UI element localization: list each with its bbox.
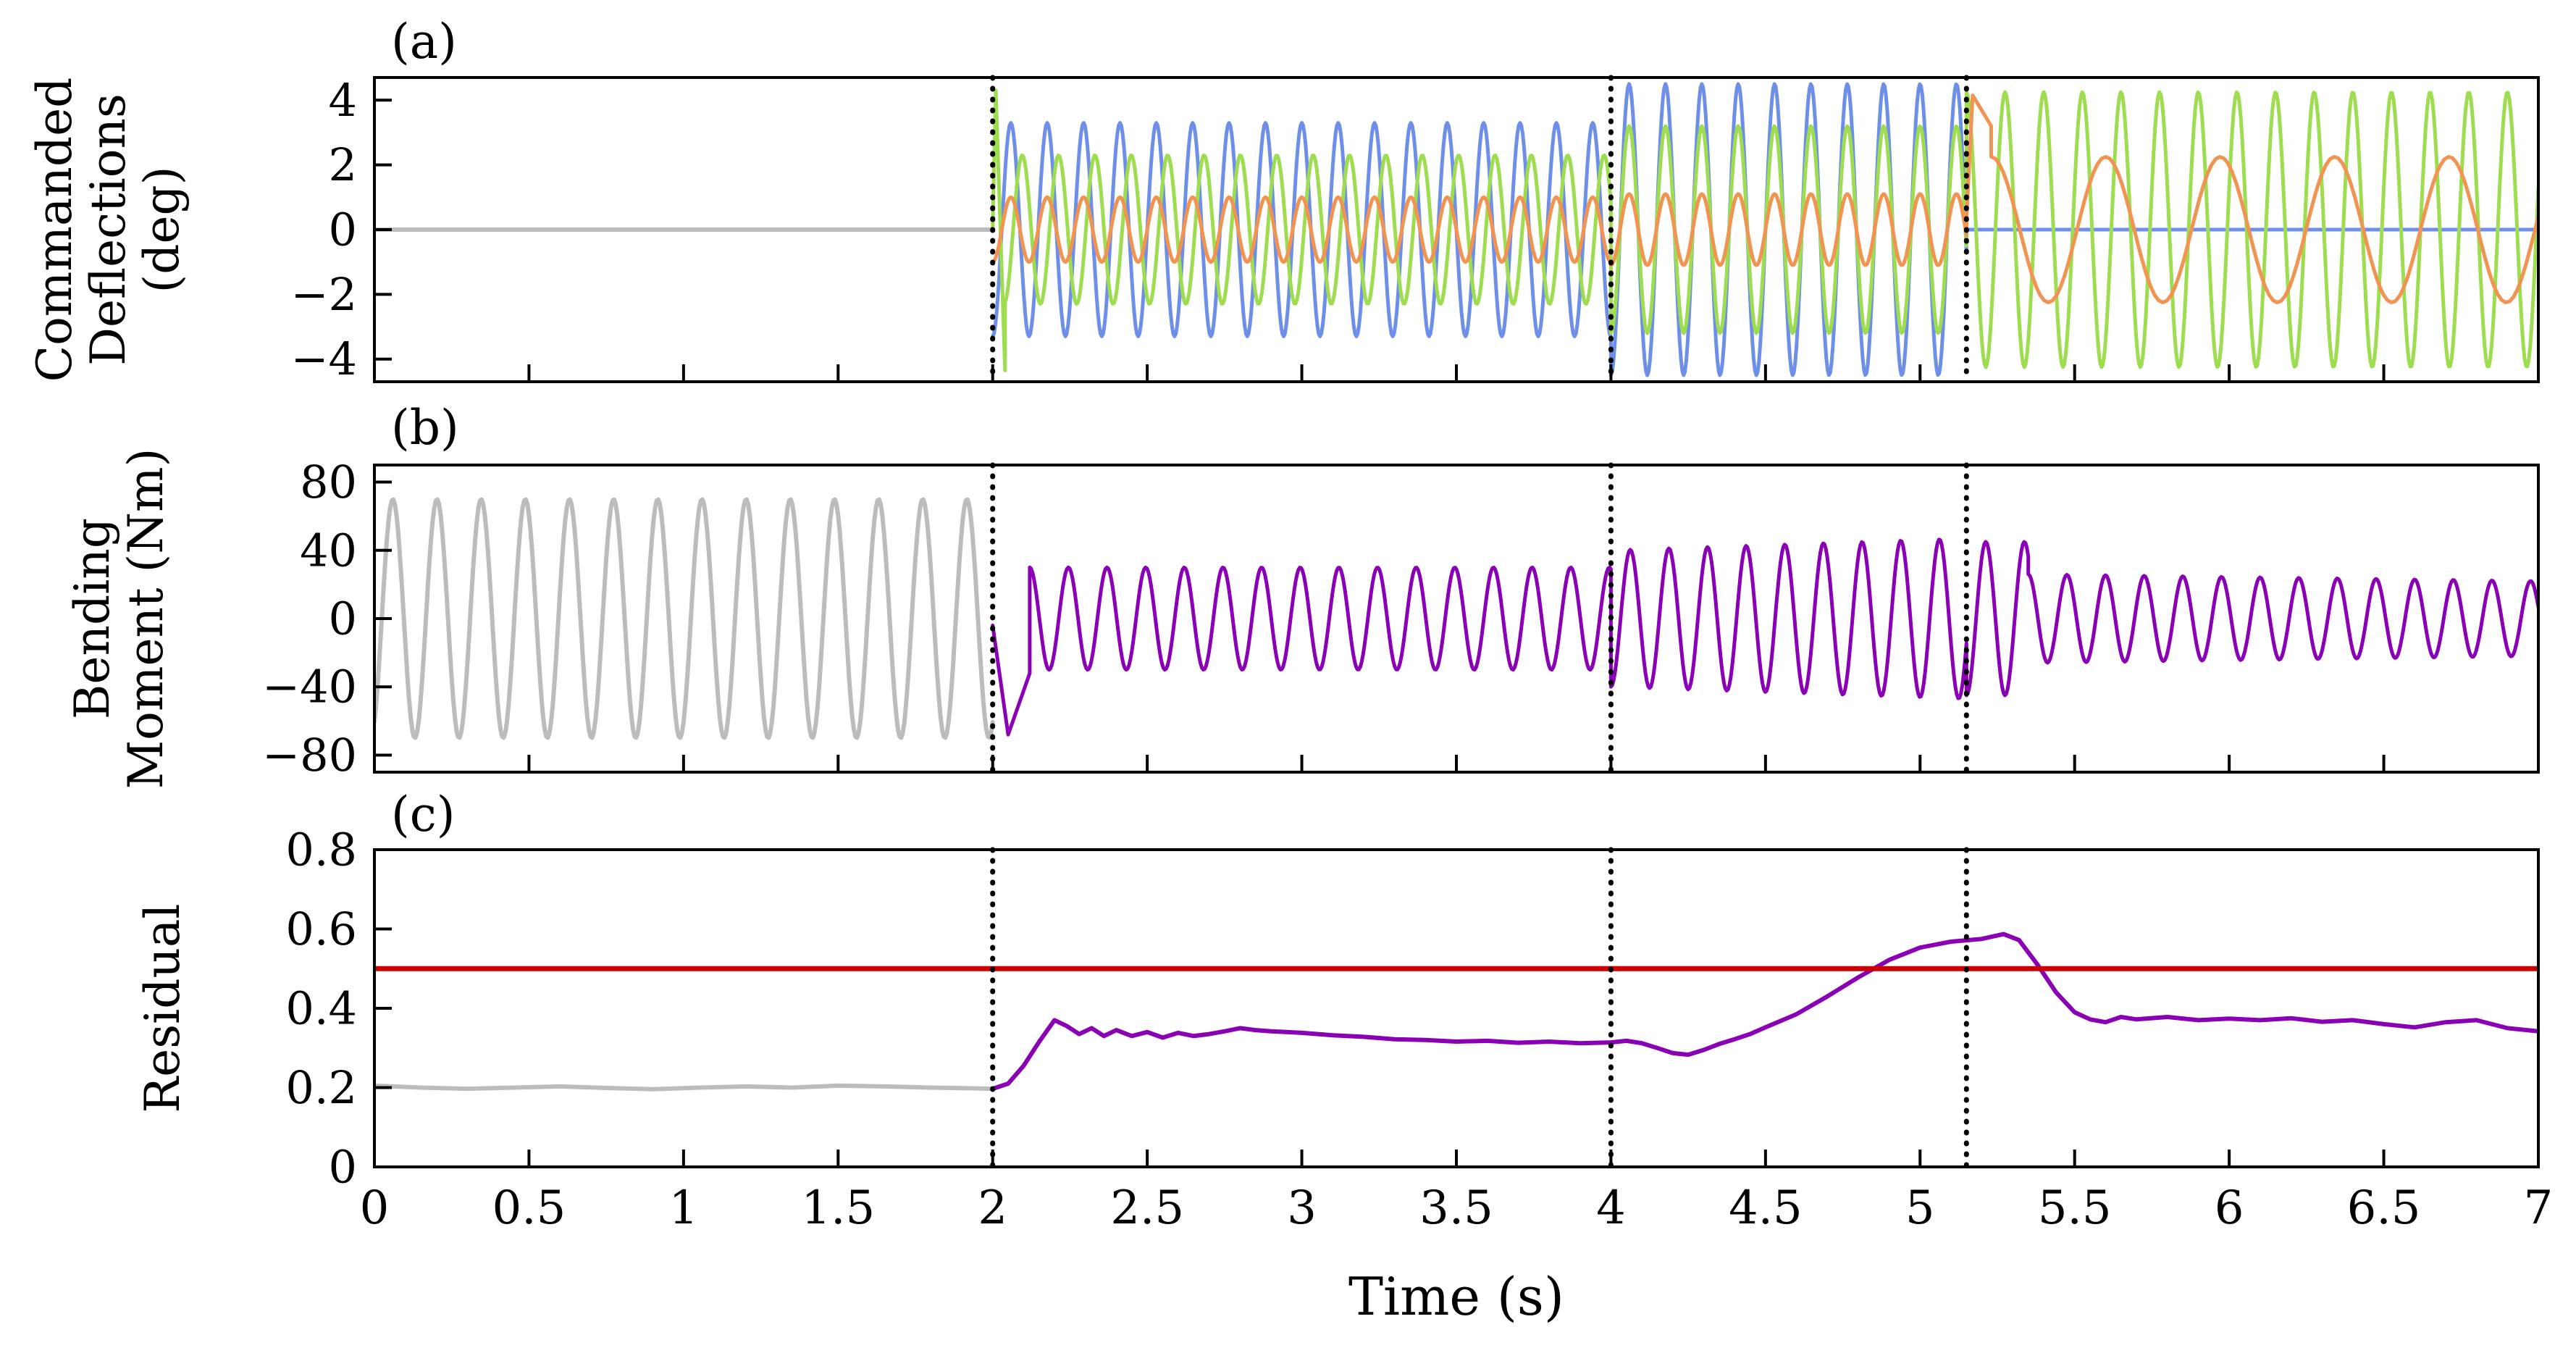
y-tick-label: 0.8 [285, 824, 357, 876]
panel-a-plot-area [374, 82, 2538, 377]
panel-c-frame [373, 848, 2540, 1168]
x-tick-label: 6 [2215, 1181, 2244, 1235]
y-tick-label: −2 [291, 268, 357, 321]
y-tick-label: 80 [300, 456, 357, 508]
x-tick-label: 1 [668, 1181, 698, 1235]
x-axis-title: Time (s) [1348, 1266, 1564, 1327]
y-tick-label: −40 [262, 661, 357, 713]
y-axis-title-c: Residual [135, 719, 190, 1298]
panel-c-plot-area [374, 932, 2538, 1092]
x-tick-label: 2.5 [1110, 1181, 1184, 1235]
panel-a-label: (a) [391, 14, 457, 70]
x-tick-label: 4 [1596, 1181, 1626, 1235]
x-tick-label: 0.5 [492, 1181, 566, 1235]
x-tick-label: 4.5 [1729, 1181, 1803, 1235]
y-axis-title-b-line1: Bending [64, 517, 120, 720]
y-tick-label: −80 [262, 729, 357, 782]
x-tick-label: 2 [978, 1181, 1007, 1235]
series-residual-purple [990, 932, 2538, 1092]
panel-b-plot-area [374, 497, 2538, 740]
series-cmd-orange [991, 93, 2538, 304]
y-tick-label: 4 [329, 74, 357, 127]
y-tick-label: 0 [329, 1141, 357, 1194]
y-tick-label: 0 [329, 593, 357, 645]
series-cmd-blue [991, 82, 2538, 377]
y-tick-label: 40 [300, 524, 357, 577]
x-tick-label: 6.5 [2347, 1181, 2421, 1235]
series-bending-purple [991, 537, 2538, 737]
y-tick-label: −4 [291, 332, 357, 385]
series-residual-gray [374, 1083, 995, 1092]
series-bending-gray [374, 497, 995, 740]
y-tick-label: 2 [329, 138, 357, 191]
panel-c-label: (c) [391, 787, 456, 842]
x-tick-label: 3 [1287, 1181, 1317, 1235]
y-tick-label: 0 [329, 204, 357, 256]
y-tick-label: 0.2 [285, 1061, 357, 1114]
x-tick-label: 3.5 [1419, 1181, 1493, 1235]
x-tick-label: 5 [1905, 1181, 1935, 1235]
y-tick-label: 0.4 [285, 982, 357, 1035]
x-tick-label: 5.5 [2038, 1181, 2112, 1235]
y-axis-title-c-line1: Residual [135, 903, 190, 1113]
y-tick-label: 0.6 [285, 903, 357, 955]
x-tick-label: 0 [360, 1181, 390, 1235]
x-tick-label: 7 [2524, 1181, 2554, 1235]
x-tick-label: 1.5 [801, 1181, 875, 1235]
panel-b-label: (b) [391, 400, 459, 456]
series-cmd-green [991, 88, 2538, 372]
